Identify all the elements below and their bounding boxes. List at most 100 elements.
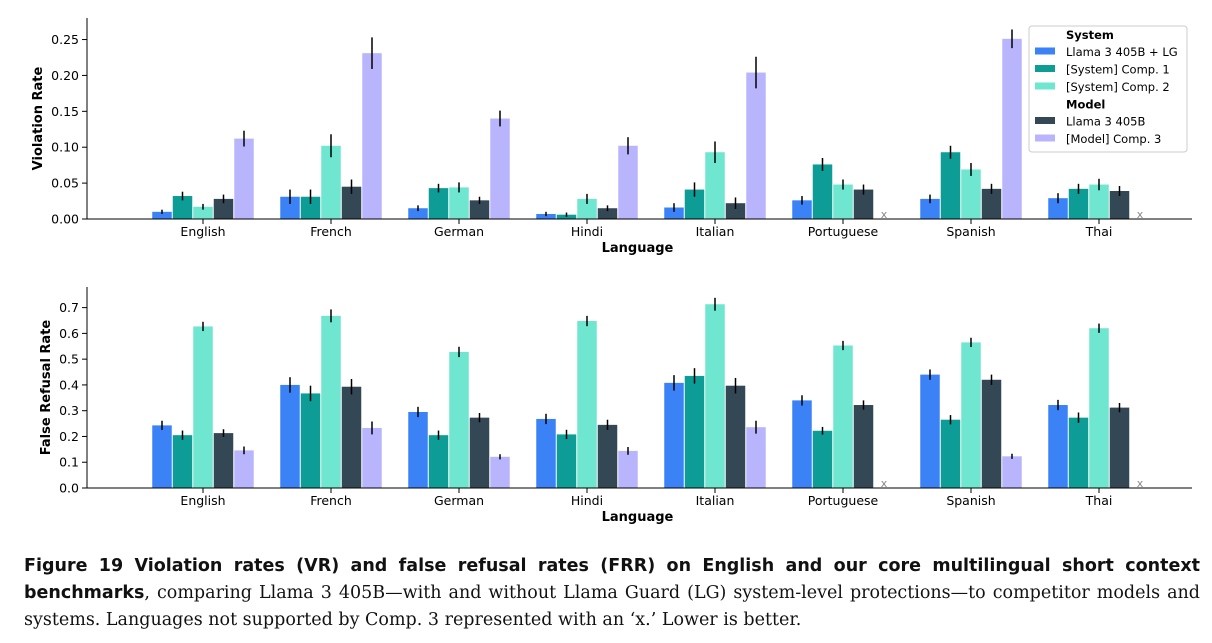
bar [684, 375, 705, 488]
x-axis-title: Language [602, 241, 674, 256]
x-tick-label: Italian [696, 493, 735, 508]
bar [940, 419, 961, 488]
y-tick-label: 0.6 [59, 326, 79, 341]
bar [981, 188, 1002, 219]
x-tick-label: French [310, 493, 352, 508]
bar [618, 450, 638, 488]
y-tick-label: 0.2 [59, 429, 79, 444]
bar [449, 187, 469, 219]
bar [536, 418, 556, 488]
x-tick-label: Thai [1085, 224, 1113, 239]
bar [833, 184, 853, 219]
bar [193, 206, 213, 219]
bar [1002, 456, 1022, 488]
y-tick-label: 0.15 [51, 104, 79, 119]
x-tick-label: Hindi [571, 224, 603, 239]
violation-rate-chart: 0.00 0.05 0.10 0.15 0.20 0.25 English French Ger… [31, 18, 1192, 256]
y-tick-label: 0.00 [51, 212, 79, 227]
legend: System Llama 3 405B + LG [System] Comp. 1 [… [1028, 25, 1188, 153]
y-tick-label: 0.1 [59, 455, 79, 470]
legend-frame [1028, 25, 1188, 153]
bar [920, 198, 940, 219]
legend-swatch [1035, 117, 1055, 124]
y-tick-label: 0.20 [51, 68, 79, 83]
x-tick-label: French [310, 224, 352, 239]
legend-entry: [System] Comp. 1 [1066, 63, 1170, 77]
bar [746, 427, 766, 488]
bar [1048, 198, 1068, 219]
bar [408, 208, 428, 219]
bar [577, 321, 597, 488]
bar [1109, 191, 1130, 219]
bar [341, 386, 362, 488]
legend-heading: System [1066, 28, 1114, 42]
bar [362, 53, 382, 219]
bar [536, 213, 556, 219]
bar [812, 164, 833, 219]
bar [940, 152, 961, 219]
y-tick-label: 0.3 [59, 403, 79, 418]
bar [408, 411, 428, 488]
bar [428, 188, 449, 219]
bar [1048, 405, 1068, 488]
bar [234, 138, 254, 219]
bar [1089, 184, 1109, 219]
x-axis-title: Language [602, 510, 674, 525]
unsupported-x-mark: x [1137, 208, 1144, 221]
bar [792, 400, 812, 488]
bar [833, 345, 853, 488]
bar [853, 189, 874, 219]
bar [321, 145, 341, 219]
legend-swatch [1035, 134, 1055, 142]
bar [618, 145, 638, 219]
bar [213, 433, 234, 488]
legend-entry: Llama 3 405B [1066, 115, 1145, 129]
bar [920, 374, 940, 488]
y-tick-label: 0.0 [59, 481, 79, 496]
bar [597, 208, 618, 219]
bar [490, 118, 510, 219]
legend-swatch [1035, 47, 1055, 55]
bar [152, 425, 172, 488]
bar [1109, 407, 1130, 488]
bar [280, 196, 300, 219]
bar [664, 382, 684, 488]
bar [280, 384, 300, 488]
bar [362, 427, 382, 488]
legend-entry: [Model] Comp. 3 [1066, 132, 1161, 146]
x-tick-label: Italian [696, 224, 735, 239]
bar [597, 424, 618, 488]
caption-text: Figure 19 Violation rates (VR) and false… [24, 553, 1200, 634]
legend-swatch [1035, 65, 1055, 72]
x-tick-label: German [434, 493, 484, 508]
legend-entry: [System] Comp. 2 [1066, 80, 1170, 94]
y-tick-label: 0.10 [51, 140, 79, 155]
bar [1089, 328, 1109, 488]
x-tick-label: Spanish [946, 224, 995, 239]
x-tick-label: Hindi [571, 493, 603, 508]
bar [321, 315, 341, 488]
bar [961, 342, 981, 488]
bar [725, 385, 746, 488]
bar [1002, 38, 1022, 219]
y-tick-label: 0.05 [51, 176, 79, 191]
x-tick-label: Portuguese [808, 224, 879, 239]
legend-swatch [1035, 82, 1055, 90]
bar [705, 152, 725, 219]
x-tick-label: Thai [1085, 493, 1113, 508]
y-tick-label: 0.7 [59, 300, 79, 315]
bar [1068, 417, 1089, 488]
y-tick-label: 0.25 [51, 32, 79, 47]
bar [300, 393, 321, 488]
bar [469, 417, 490, 488]
bar [152, 211, 172, 219]
bar [664, 207, 684, 219]
bar [556, 434, 577, 488]
bar [684, 189, 705, 219]
bar [469, 200, 490, 219]
bar [812, 430, 833, 488]
y-axis-title: False Refusal Rate [39, 320, 54, 456]
bar [725, 203, 746, 219]
x-tick-label: English [180, 224, 225, 239]
y-axis-title: Violation Rate [31, 67, 46, 171]
